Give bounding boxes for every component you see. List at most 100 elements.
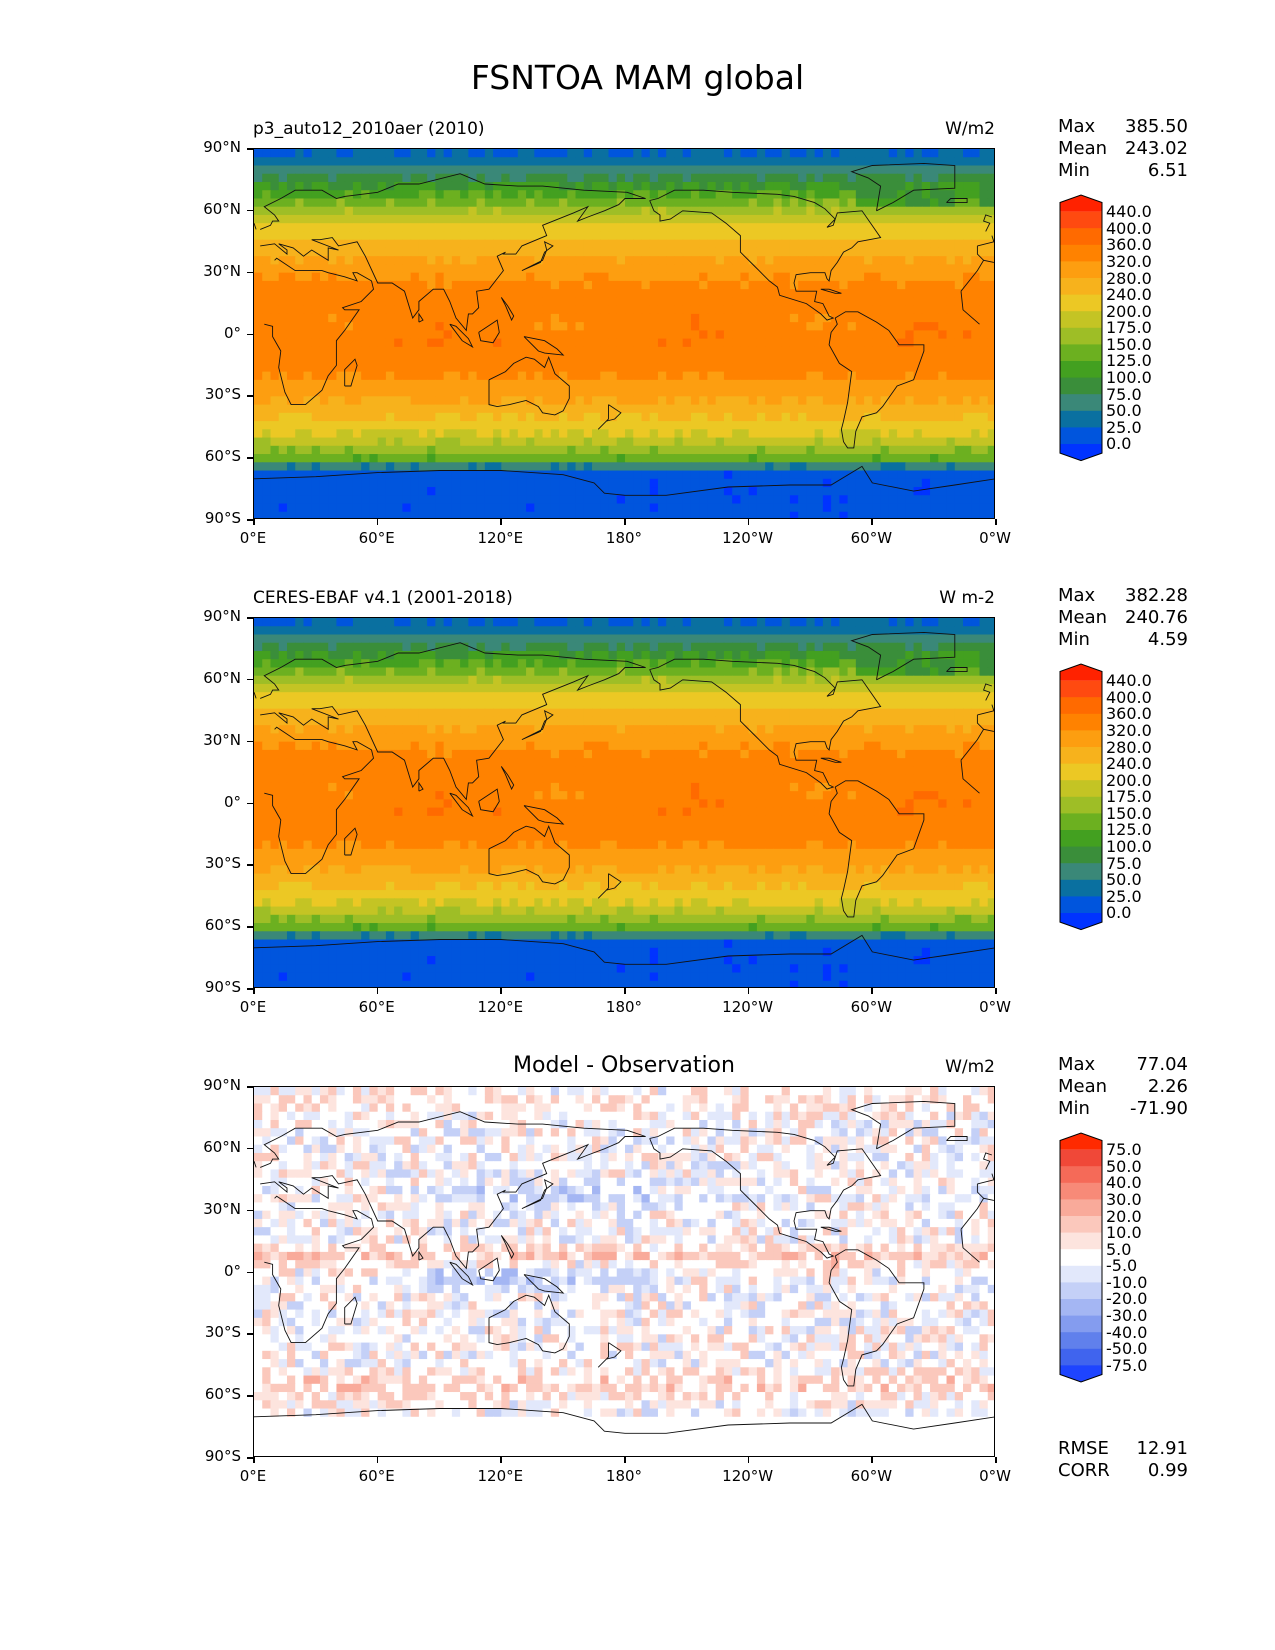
lat-tick [247,457,253,459]
coastline [254,465,994,496]
lat-tick-label: 60°N [203,668,241,687]
lat-tick [247,395,253,397]
stat-label: Mean [1058,1076,1108,1097]
coastline [597,873,622,899]
lon-tick [995,1457,997,1463]
colorbar-swatch [1060,697,1102,715]
colorbar-tick-label: 440.0 [1106,202,1152,222]
colorbar-tick-label: 200.0 [1106,770,1152,790]
stat-row: Min 4.59 [1058,629,1188,651]
colorbar-tick-label: 10.0 [1106,1223,1142,1243]
lat-tick [247,926,253,928]
coastline [254,934,994,965]
colorbar-swatch [1060,294,1102,312]
colorbar-tick-label: -50.0 [1106,1339,1148,1359]
colorbar-swatch [1060,1216,1102,1234]
coastline [264,726,994,875]
stat-value: 0.99 [1147,1460,1188,1481]
coastline [521,240,554,272]
stat-label: Mean [1058,607,1108,628]
coastline [820,1226,842,1232]
lon-tick-label: 120°E [477,529,524,547]
lat-tick-label: 90°S [204,1447,241,1465]
coastline [828,1249,925,1387]
colorbar-swatch [1060,1249,1102,1267]
contour-field [254,618,994,987]
coastline [264,257,994,406]
coastline [946,198,968,204]
colorbar-swatch [1060,211,1102,229]
stat-label: Min [1058,1098,1090,1119]
panel-title: CERES-EBAF v4.1 (2001-2018) [253,588,513,608]
lat-tick [247,1333,253,1335]
lat-tick [247,678,253,681]
colorbar-tick-label: 150.0 [1106,803,1152,823]
coastline [597,1342,622,1368]
coastline [254,683,993,701]
coastline [649,658,882,790]
coastline [254,1403,994,1434]
lat-tick-label: 0° [223,792,241,811]
units-label: W/m2 [945,1057,995,1077]
lon-tick [871,988,873,994]
contour-field [254,149,994,518]
colorbar-tick-label: 50.0 [1106,401,1142,421]
coastline [344,358,358,387]
coastline [344,1296,358,1325]
lon-tick [376,1457,379,1463]
stat-value: 4.59 [1147,629,1188,650]
coastline [418,312,424,323]
stat-row: Max 385.50 [1058,116,1188,138]
stats-box: Max 385.50 Mean 243.02 Min 6.51 [1058,116,1188,182]
lat-tick [247,1147,253,1150]
stat-value: 77.04 [1136,1054,1188,1075]
lat-tick [247,1457,253,1459]
lon-tick-label: 60°E [358,529,395,547]
lat-tick [247,802,253,804]
lon-tick [376,519,379,525]
lat-tick-label: 90°N [203,607,241,625]
map-plot [253,617,995,988]
colorbar-tick-label: 125.0 [1106,820,1152,840]
colorbar-swatch [1060,713,1102,731]
lon-tick-label: 0°E [239,1467,267,1485]
contour-field [254,1087,994,1456]
colorbar-swatch [1060,813,1102,831]
stat-label: Max [1058,116,1096,137]
lat-tick [247,740,253,743]
lon-tick-label: 120°E [477,1467,524,1485]
lon-tick [624,988,626,994]
colorbar-tick-label: 320.0 [1106,251,1152,271]
lon-tick-label: 60°W [850,998,893,1016]
colorbar-swatch [1060,1299,1102,1317]
colorbar-swatch [1060,427,1102,445]
coastline [449,1261,474,1287]
lon-tick-label: 60°W [850,1467,893,1485]
colorbar-tick-label: 240.0 [1106,285,1152,305]
stat-value: 382.28 [1125,585,1188,606]
stat-row: Mean 240.76 [1058,607,1188,629]
map-plot [253,1086,995,1457]
coastline [254,214,993,232]
lon-tick-label: 60°E [358,1467,395,1485]
stat-row: Min -71.90 [1058,1098,1188,1120]
colorbar-swatch [1060,1232,1102,1250]
coastline [597,404,622,430]
lon-tick-label: 120°W [722,998,774,1016]
colorbar-tick-label: 40.0 [1106,1173,1142,1193]
lon-tick [624,519,626,525]
colorbar-swatch [1060,1166,1102,1184]
lon-tick [747,519,750,525]
coastline [850,1100,956,1150]
coastline [820,288,842,294]
coastline [521,709,554,741]
colorbar-swatch [1060,780,1102,798]
coastline [449,323,474,349]
lat-tick [247,148,253,150]
colorbar-tick-label: 5.0 [1106,1239,1132,1259]
stat-value: 6.51 [1147,160,1188,181]
colorbar-swatch [1060,394,1102,412]
colorbar-swatch [1060,830,1102,848]
coastline [850,631,956,681]
colorbar-labels: 75.0 50.0 40.0 30.0 20.0 10.0 5.0 -5.0 -10.0 -20.… [1106,1142,1147,1374]
